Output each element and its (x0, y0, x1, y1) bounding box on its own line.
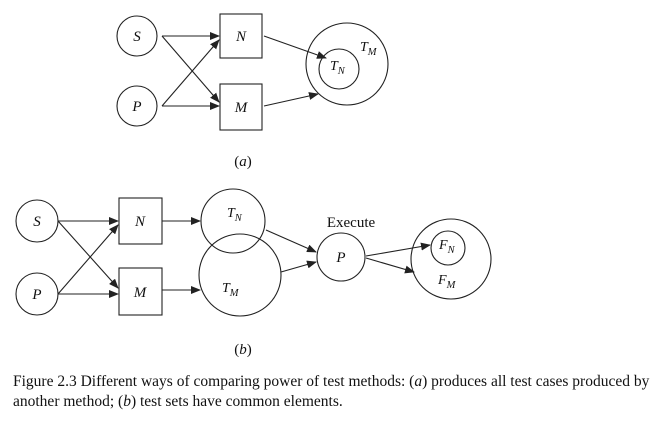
set-a-tm-label: TM (360, 40, 378, 58)
panel-a: S P N M TM TN (a) (116, 13, 389, 170)
set-a-tm-label-main: T (360, 40, 369, 55)
node-b-exec-p (316, 232, 366, 282)
caption-b-letter: b (123, 393, 131, 410)
panel-b-label: (b) (234, 342, 252, 358)
node-a-s-label: S (133, 29, 141, 45)
node-a-m (219, 83, 263, 131)
edge-a-m-tm (263, 92, 319, 107)
panel-a-label: (a) (234, 154, 252, 170)
figure-caption: Figure 2.3 Different ways of comparing p… (13, 372, 653, 412)
panel-b-label-letter: b (239, 342, 247, 358)
set-a-tm-label-sub: M (367, 47, 378, 58)
node-a-n (219, 13, 263, 59)
panel-a-label-letter: a (239, 154, 247, 170)
node-b-s-label: S (33, 214, 41, 230)
node-b-s (15, 199, 59, 243)
node-a-p-label: P (131, 99, 141, 115)
execute-label: Execute (327, 215, 376, 231)
node-b-p-label: P (31, 287, 41, 303)
set-b-fn (430, 230, 466, 266)
edge-b-tm-p (280, 260, 317, 273)
edge-b-p-n (57, 224, 119, 295)
set-b-tm-label: TM (222, 281, 240, 299)
panel-b-label-open: ( (234, 342, 239, 358)
node-a-n-label: N (235, 29, 247, 45)
set-b-tn-label-sub: N (234, 213, 243, 224)
node-b-m (118, 267, 163, 316)
edge-b-p-fm (365, 257, 415, 274)
set-b-tm-label-main: T (222, 281, 231, 296)
node-a-s (116, 15, 158, 57)
edge-a-s-m (161, 35, 220, 103)
node-b-exec-p-label: P (335, 250, 345, 266)
set-a-tn (318, 48, 360, 90)
panel-a-label-open: ( (234, 154, 239, 170)
panel-a-label-close: ) (247, 154, 252, 170)
node-b-p (15, 272, 59, 316)
caption-prefix: Figure 2.3 Different ways of comparing p… (13, 373, 415, 390)
set-b-fm-label-sub: M (446, 280, 457, 291)
node-a-m-label: M (234, 100, 249, 116)
set-a-tn-label: TN (330, 59, 346, 77)
set-b-fm-label-main: F (437, 273, 447, 288)
caption-a-letter: a (414, 373, 423, 390)
node-b-m-label: M (133, 285, 148, 301)
node-b-n (118, 197, 163, 245)
set-b-tm (198, 233, 282, 317)
set-b-tn (200, 188, 266, 254)
panel-b: S P N M TN TM Execute P FN FM (15, 188, 492, 358)
set-b-fm (410, 218, 492, 300)
set-a-tn-label-main: T (330, 59, 339, 74)
set-b-fm-label: FM (437, 273, 457, 291)
set-b-fn-label: FN (438, 238, 456, 256)
set-a-tm (305, 22, 389, 106)
set-b-fn-label-sub: N (447, 245, 456, 256)
set-a-tn-label-sub: N (337, 66, 346, 77)
caption-suffix: ) test sets have common elements. (130, 393, 343, 410)
set-b-tm-label-sub: M (229, 288, 240, 299)
node-a-p (116, 85, 158, 127)
edge-b-s-m (57, 220, 119, 289)
set-b-tn-label-main: T (227, 206, 236, 221)
edge-a-n-tn (263, 35, 327, 59)
edge-b-p-fn (365, 242, 431, 257)
panel-b-label-close: ) (247, 342, 252, 358)
caption-middle: ) produces all test cases produced by an… (13, 373, 650, 410)
edge-b-tn-p (265, 229, 317, 253)
set-b-fn-label-main: F (438, 238, 448, 253)
set-b-tn-label: TN (227, 206, 243, 224)
edge-a-p-n (161, 39, 220, 107)
node-b-n-label: N (134, 214, 146, 230)
